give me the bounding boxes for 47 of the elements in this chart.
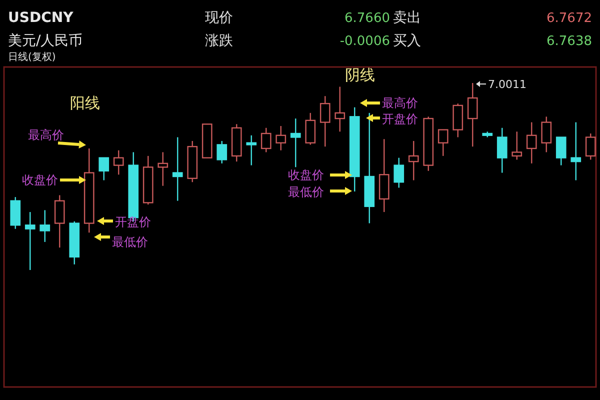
candlestick (496, 127, 508, 174)
candlestick (158, 152, 168, 186)
candlestick (24, 211, 36, 271)
annotation: 收盘价 (288, 168, 324, 182)
annotation: 开盘价 (115, 215, 151, 229)
candlestick (541, 116, 552, 153)
chart-title: USDCNY (8, 10, 74, 26)
text: 现价 (205, 10, 233, 26)
annotation: 最低价 (112, 235, 148, 249)
candlestick (334, 86, 346, 132)
candlestick (320, 95, 330, 148)
text: 6.7672 (546, 11, 592, 26)
candlestick (40, 210, 50, 243)
text: 买入 (393, 33, 421, 49)
candlestick (290, 118, 301, 168)
candlestick (172, 136, 183, 202)
annotation: 最高价 (28, 128, 64, 142)
text: 涨跌 (205, 33, 233, 49)
text: 日线(复权) (8, 51, 56, 63)
candlestick (260, 127, 272, 153)
candlestick (526, 122, 537, 164)
candlestick (512, 131, 522, 160)
candlestick (246, 134, 257, 166)
candlestick (98, 157, 110, 181)
annotation: 阴线 (345, 66, 375, 84)
candlestick (570, 122, 582, 181)
candlestick (585, 132, 596, 160)
candlestick (54, 194, 65, 248)
text: 6.7638 (546, 34, 592, 49)
candlestick (305, 112, 316, 146)
annotation: 收盘价 (22, 173, 58, 187)
candlestick (276, 125, 286, 151)
candlestick (113, 150, 124, 176)
text: -0.0006 (340, 34, 390, 49)
candlestick (556, 136, 566, 166)
annotation: 阳线 (70, 94, 100, 112)
text: 卖出 (393, 10, 421, 26)
chart-subtitle: 美元/人民币 (8, 33, 83, 49)
candlestick (216, 140, 228, 164)
annotation: 最低价 (288, 185, 324, 199)
annotation: 7.0011 (488, 78, 526, 91)
annotation: 开盘价 (382, 112, 418, 126)
candlestick (394, 157, 404, 188)
candlestick (408, 140, 419, 181)
text: 6.7660 (344, 11, 390, 26)
candlestick (438, 129, 448, 157)
annotation: 最高价 (382, 96, 418, 110)
